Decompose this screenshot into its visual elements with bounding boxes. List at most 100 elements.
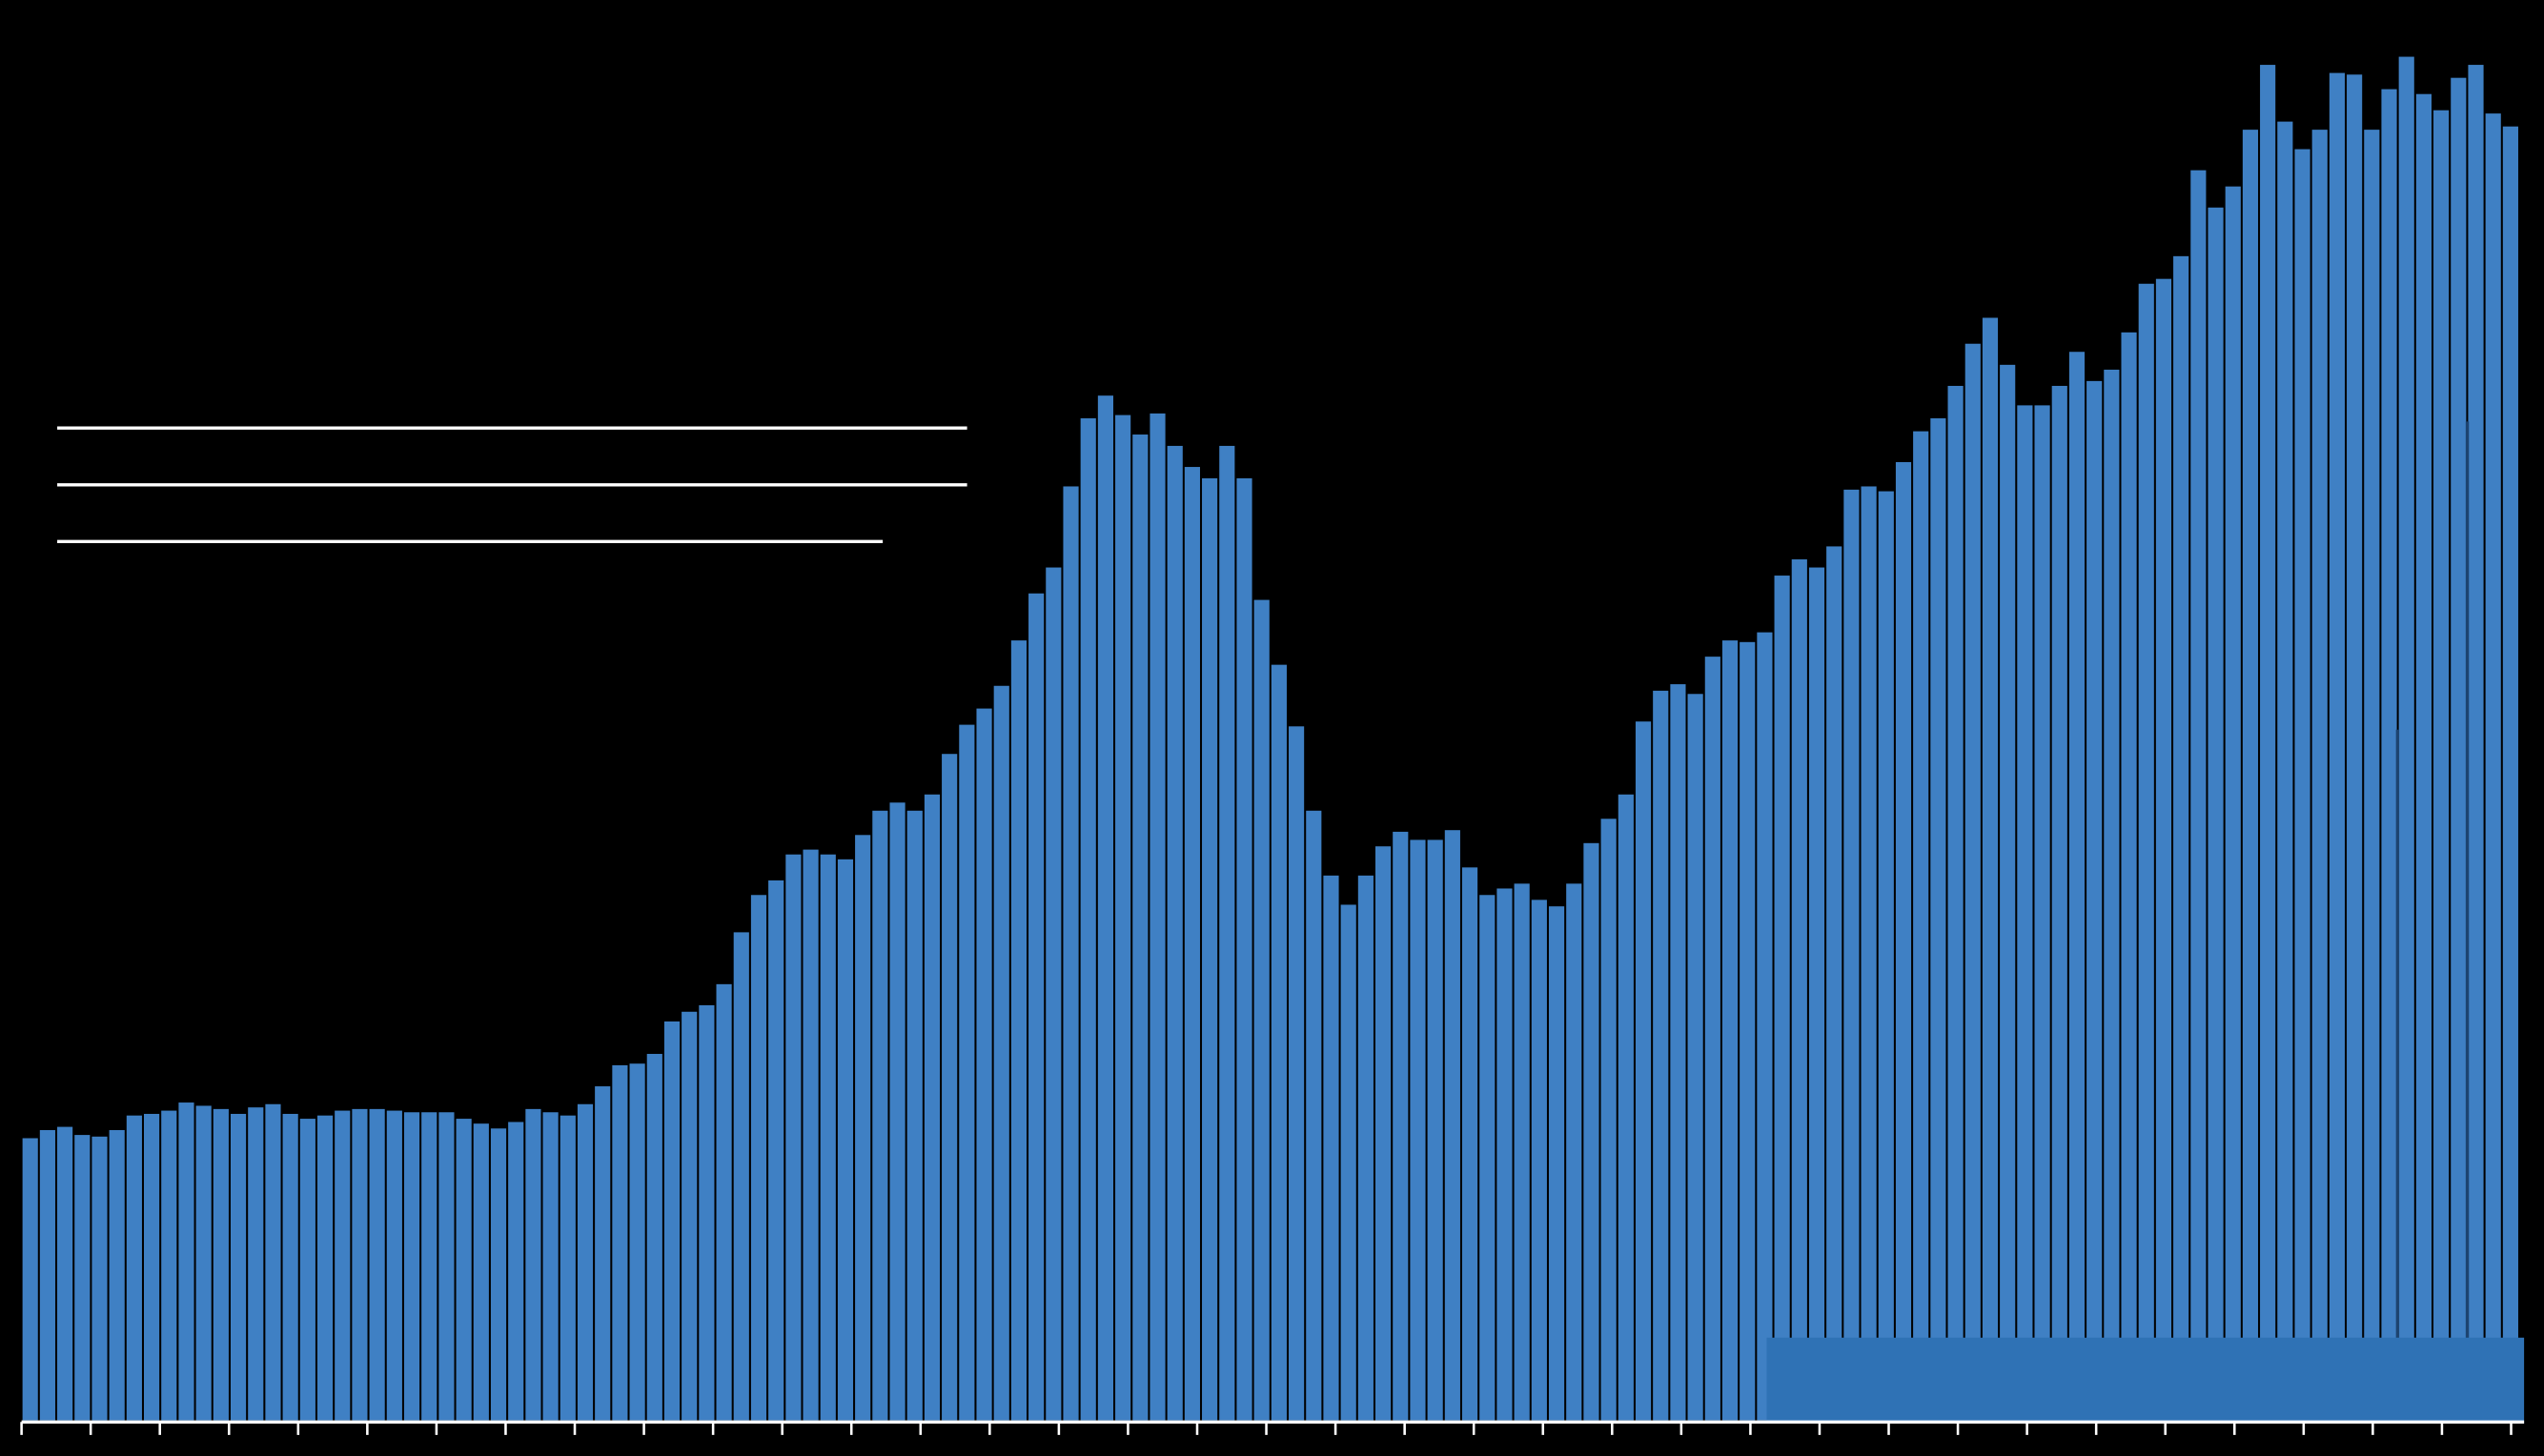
bar <box>126 1115 142 1421</box>
bar <box>1826 546 1842 1421</box>
bar <box>577 1103 594 1421</box>
bar <box>1774 576 1790 1421</box>
bar <box>2381 89 2397 1421</box>
overlay-panel[interactable] <box>1766 1337 2525 1424</box>
bar <box>2068 352 2086 1421</box>
bar <box>282 1113 298 1421</box>
bar <box>248 1107 264 1421</box>
bar <box>2415 93 2432 1421</box>
bar <box>1600 819 1617 1421</box>
bar <box>2502 126 2518 1421</box>
bar <box>889 802 906 1421</box>
bar <box>733 932 749 1421</box>
bar <box>803 849 819 1421</box>
bar <box>421 1112 438 1421</box>
bar <box>1791 559 1807 1421</box>
bar <box>525 1108 541 1421</box>
bar <box>74 1135 91 1421</box>
bar <box>906 810 923 1421</box>
bar <box>595 1086 611 1421</box>
x-ticks <box>20 1422 2513 1435</box>
bar <box>1964 343 1981 1421</box>
bar <box>1635 721 1652 1421</box>
bar <box>1219 445 1235 1421</box>
bar <box>1947 385 1964 1421</box>
bar <box>456 1119 472 1421</box>
bar <box>1444 830 1460 1421</box>
bar <box>993 685 1009 1421</box>
bar <box>1514 883 1530 1421</box>
bar <box>1184 467 1200 1421</box>
bar <box>508 1122 524 1421</box>
bar <box>542 1112 559 1421</box>
bar <box>1843 489 1860 1421</box>
bar <box>2104 369 2120 1421</box>
bar <box>57 1126 73 1421</box>
bar <box>629 1063 645 1421</box>
bar <box>1653 690 1669 1421</box>
bar <box>1080 418 1096 1421</box>
bar <box>1097 395 1114 1421</box>
bar <box>1253 599 1270 1421</box>
bar <box>1531 900 1547 1421</box>
bar <box>2347 74 2363 1421</box>
bar <box>2242 130 2259 1421</box>
bar <box>1410 839 1426 1421</box>
bar <box>2208 207 2224 1421</box>
bar <box>646 1054 662 1421</box>
bar <box>1236 477 1252 1421</box>
bar <box>2311 130 2328 1421</box>
bar <box>335 1110 351 1421</box>
bar <box>1704 657 1720 1421</box>
bar <box>560 1115 576 1421</box>
bar <box>1479 895 1496 1421</box>
bar <box>2294 149 2310 1421</box>
bar <box>682 1011 698 1421</box>
bar <box>2121 332 2137 1421</box>
bar <box>2190 170 2207 1421</box>
bar <box>1028 593 1045 1421</box>
bar <box>2086 380 2103 1421</box>
bar <box>959 724 975 1421</box>
bar <box>1393 831 1409 1421</box>
bar <box>820 854 836 1421</box>
bar <box>92 1136 108 1421</box>
bar <box>1757 632 1773 1421</box>
bar <box>1878 491 1894 1421</box>
bar <box>2277 121 2293 1421</box>
bar <box>22 1138 38 1421</box>
bar <box>178 1102 194 1421</box>
bar <box>299 1119 315 1421</box>
bar <box>1427 839 1443 1421</box>
bar <box>785 854 802 1421</box>
bar <box>316 1115 334 1421</box>
bar <box>612 1064 628 1421</box>
bar <box>2017 405 2033 1421</box>
bar <box>2155 278 2172 1421</box>
bar <box>1982 317 1999 1421</box>
bar <box>1010 640 1028 1421</box>
bar <box>1740 641 1756 1421</box>
bar <box>230 1113 247 1421</box>
bar <box>2034 405 2050 1421</box>
bar <box>1930 418 1946 1421</box>
bar <box>1808 567 1825 1421</box>
bar <box>1340 904 1356 1421</box>
bar <box>1167 445 1183 1421</box>
bar <box>39 1129 55 1421</box>
bar <box>2260 65 2276 1421</box>
bar <box>1063 486 1079 1421</box>
bar <box>1566 883 1582 1421</box>
bar <box>1687 694 1703 1421</box>
bar <box>1150 413 1166 1421</box>
bar <box>1271 664 1287 1421</box>
bar <box>352 1108 368 1421</box>
bar <box>265 1103 281 1421</box>
bar <box>2433 110 2450 1421</box>
bar <box>369 1108 385 1421</box>
bar <box>1357 875 1374 1421</box>
bar <box>1461 867 1478 1421</box>
bar <box>490 1128 507 1421</box>
bar <box>2398 56 2414 1421</box>
bar <box>1289 726 1305 1421</box>
